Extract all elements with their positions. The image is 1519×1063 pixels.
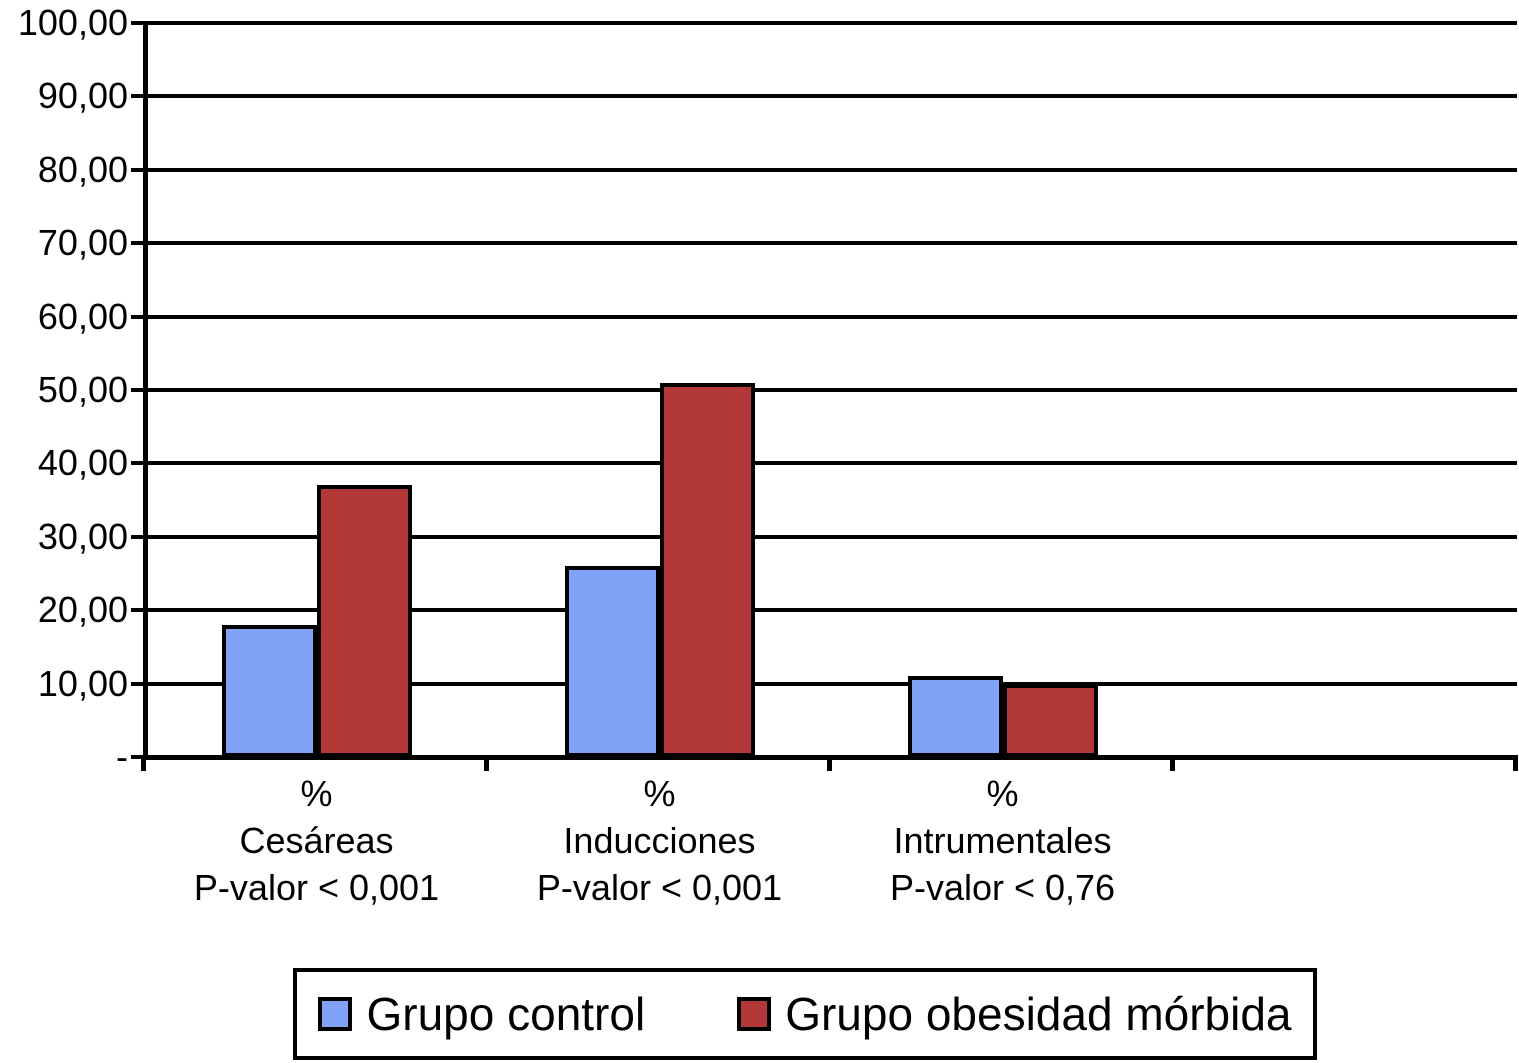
y-axis-tick-label-10: 10,00 — [37, 662, 128, 704]
y-axis-tick-label-30: 30,00 — [37, 515, 128, 557]
bar-grupo-control-inducciones — [564, 566, 660, 757]
y-axis-tick-70 — [131, 241, 145, 246]
gridline-80 — [145, 167, 1517, 172]
y-axis-tick-label-80: 80,00 — [37, 148, 128, 190]
x-category-pvalue-cesareas: P-valor < 0,001 — [193, 867, 440, 908]
x-category-name-intrumentales: Intrumentales — [893, 820, 1112, 861]
x-axis-tick-0 — [141, 755, 146, 771]
y-axis-tick-label-60: 60,00 — [37, 295, 128, 337]
y-axis-line — [143, 23, 148, 757]
gridline-20 — [145, 608, 1517, 613]
y-axis-tick-30 — [131, 534, 145, 539]
y-axis-tick-label-20: 20,00 — [37, 589, 128, 631]
legend-swatch-grupo-control-icon — [318, 997, 353, 1031]
gridline-90 — [145, 94, 1517, 99]
bar-grupo-obesidad-morbida-inducciones — [659, 382, 755, 757]
y-axis-tick-10 — [131, 681, 145, 686]
x-category-label-inducciones: % Inducciones P-valor < 0,001 — [488, 770, 831, 911]
legend-item-grupo-obesidad-morbida: Grupo obesidad mórbida — [737, 987, 1292, 1041]
gridline-50 — [145, 388, 1517, 392]
y-axis-tick-label-40: 40,00 — [37, 442, 128, 484]
y-axis-tick-40 — [131, 461, 145, 466]
x-category-pvalue-inducciones: P-valor < 0,001 — [536, 867, 783, 908]
legend-label-grupo-control: Grupo control — [366, 988, 646, 1040]
legend-swatch-grupo-obesidad-morbida-icon — [737, 997, 772, 1031]
x-axis-tick-2 — [827, 755, 832, 771]
gridline-60 — [145, 314, 1517, 319]
legend-label-grupo-obesidad-morbida: Grupo obesidad mórbida — [785, 988, 1292, 1040]
legend-item-grupo-control: Grupo control — [318, 987, 645, 1041]
x-axis-tick-4 — [1513, 755, 1518, 771]
bar-grupo-obesidad-morbida-cesareas — [316, 485, 412, 757]
gridline-40 — [145, 461, 1517, 466]
bar-grupo-obesidad-morbida-intrumentales — [1002, 683, 1098, 757]
y-axis-tick-20 — [131, 608, 145, 613]
x-category-unit-inducciones: % — [643, 773, 676, 814]
y-axis-tick-label-50: 50,00 — [37, 369, 128, 410]
x-category-unit-intrumentales: % — [986, 773, 1019, 814]
y-axis-tick-80 — [131, 167, 145, 172]
x-category-unit-cesareas: % — [300, 773, 333, 814]
y-axis-tick-0 — [131, 755, 145, 759]
bar-grupo-control-cesareas — [221, 624, 317, 757]
x-category-name-inducciones: Inducciones — [563, 820, 756, 861]
y-axis-tick-50 — [131, 388, 145, 392]
x-category-label-intrumentales: % Intrumentales P-valor < 0,76 — [831, 770, 1174, 911]
x-category-name-cesareas: Cesáreas — [239, 820, 394, 861]
x-category-pvalue-intrumentales: P-valor < 0,76 — [889, 867, 1116, 908]
x-category-label-cesareas: % Cesáreas P-valor < 0,001 — [145, 770, 488, 911]
gridline-70 — [145, 241, 1517, 246]
y-axis-tick-label-70: 70,00 — [37, 222, 128, 264]
gridline-30 — [145, 534, 1517, 539]
legend: Grupo control Grupo obesidad mórbida — [293, 968, 1317, 1060]
y-axis-tick-100 — [131, 21, 145, 25]
y-axis-tick-90 — [131, 94, 145, 99]
x-axis-tick-1 — [484, 755, 489, 771]
gridline-100 — [145, 21, 1517, 25]
gridline-10 — [145, 681, 1517, 686]
bar-grupo-control-intrumentales — [907, 676, 1003, 757]
y-axis-tick-label-0: - — [116, 736, 128, 777]
x-axis-tick-3 — [1170, 755, 1175, 771]
y-axis-tick-label-90: 90,00 — [37, 75, 128, 117]
y-axis-tick-60 — [131, 314, 145, 319]
y-axis-tick-label-100: 100,00 — [17, 2, 128, 43]
